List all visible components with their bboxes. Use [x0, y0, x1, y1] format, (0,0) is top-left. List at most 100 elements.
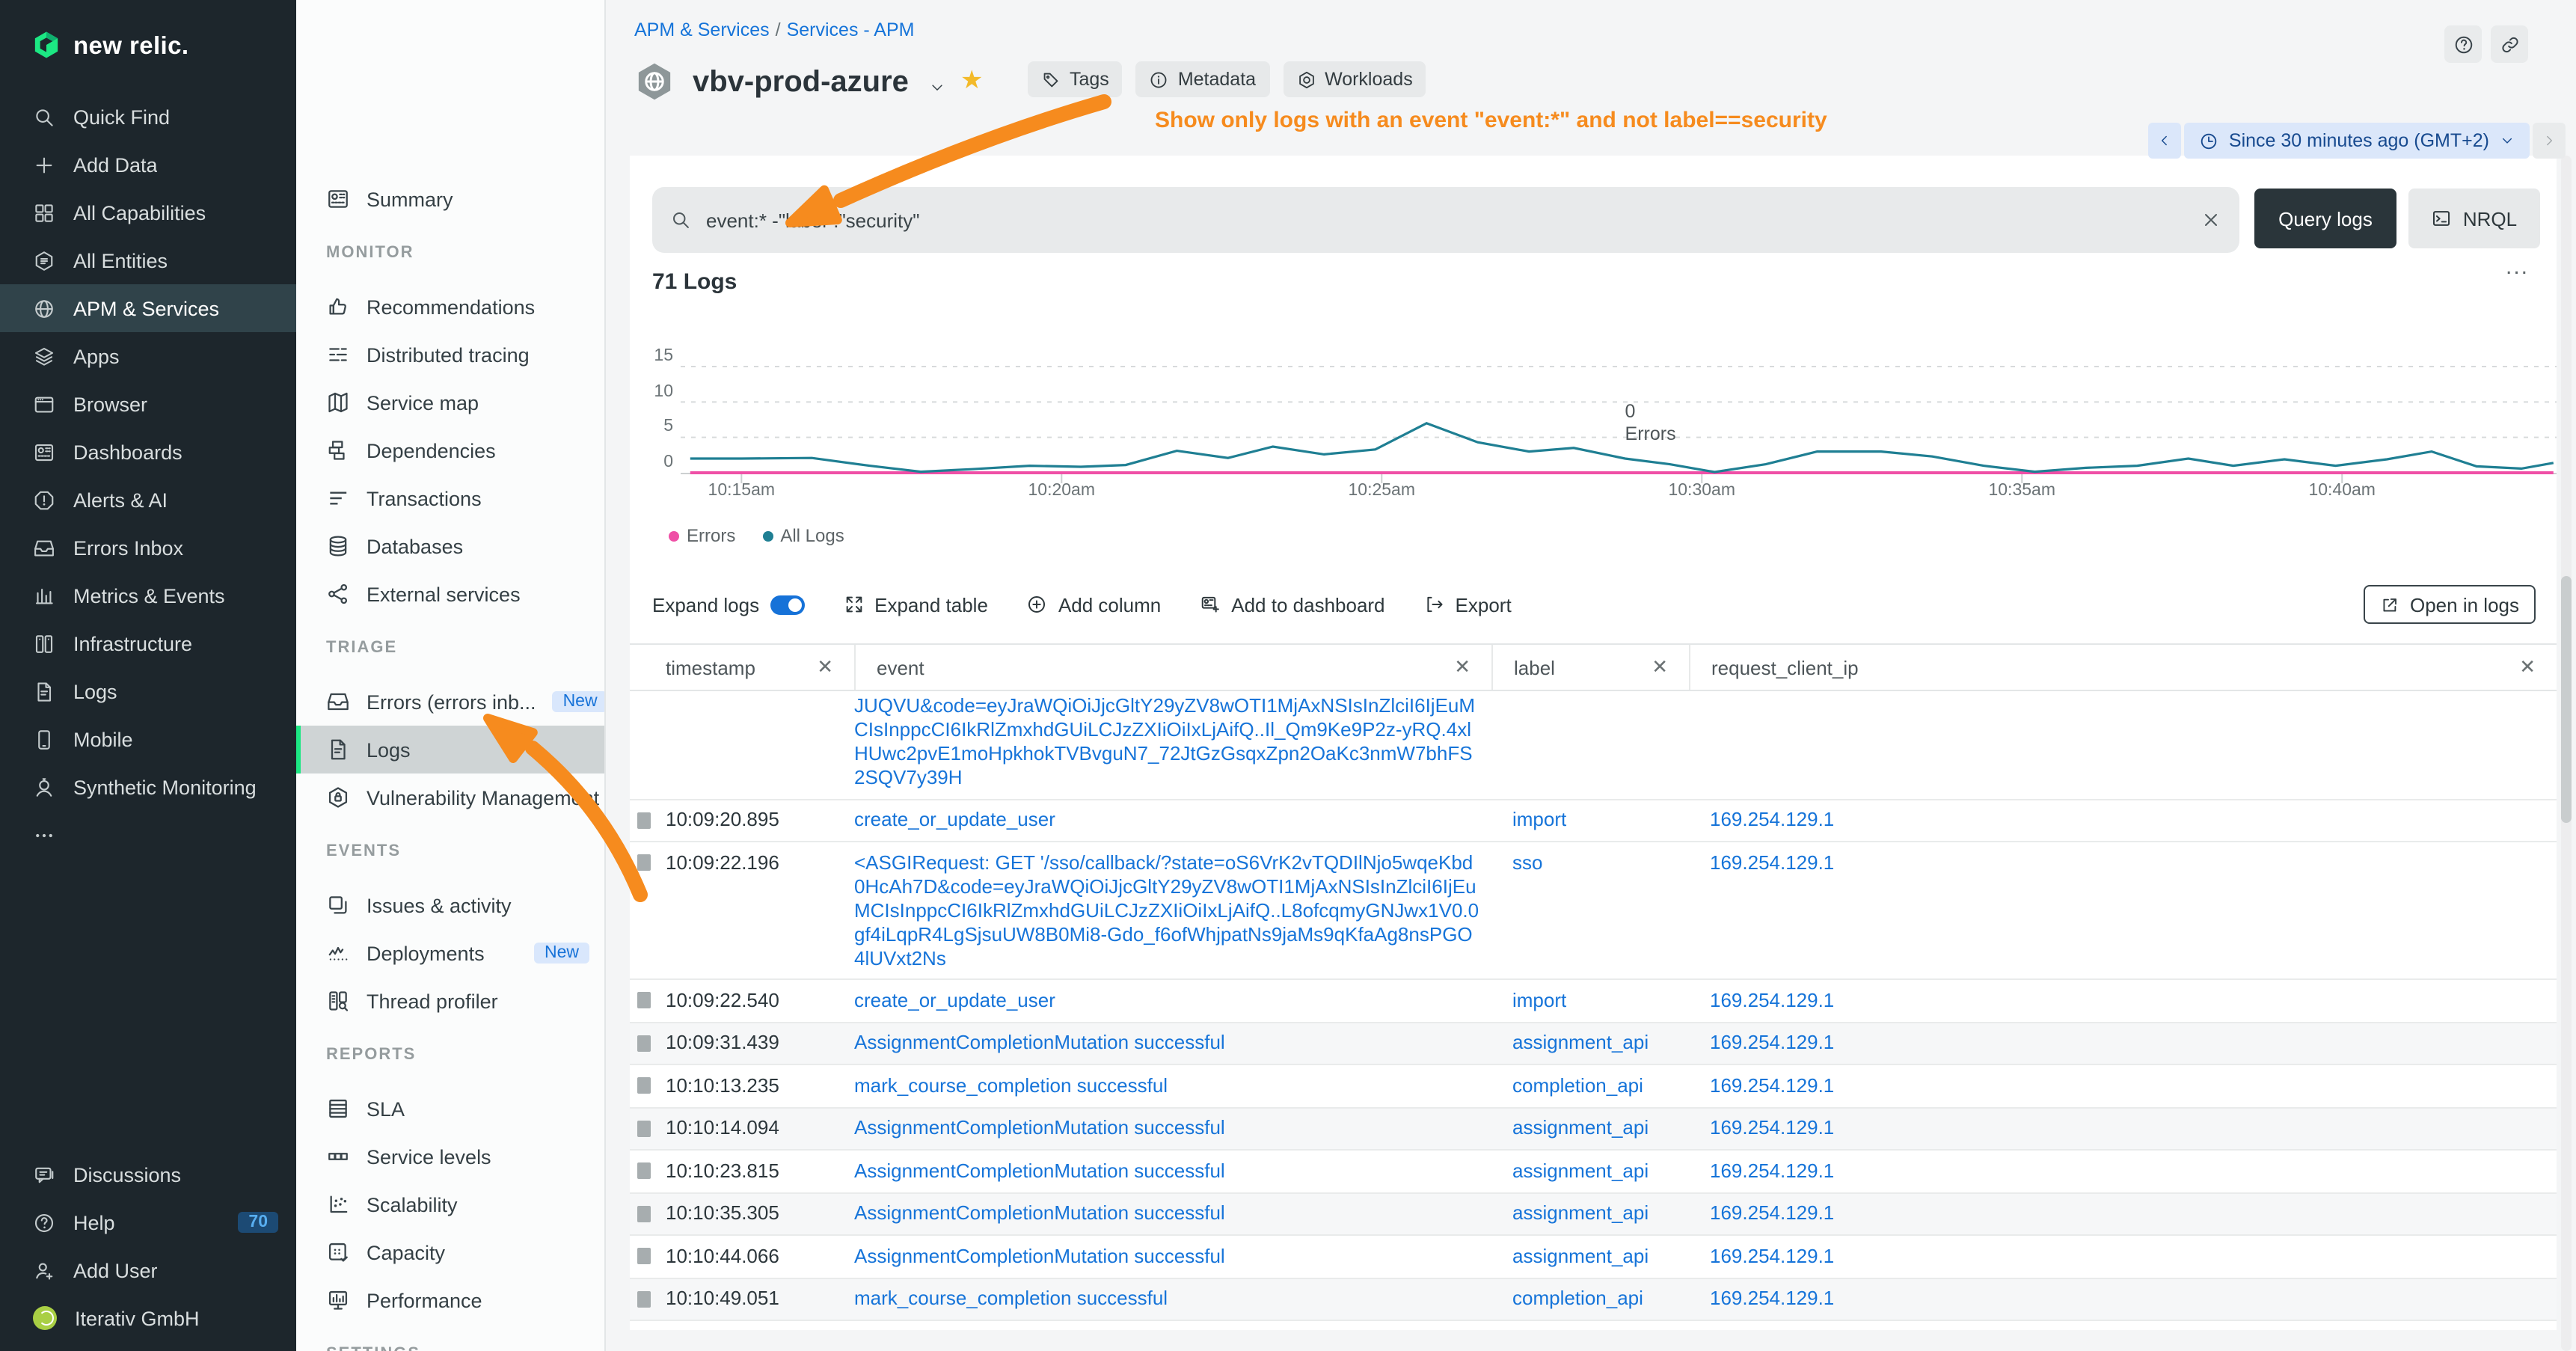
workloads-button[interactable]: Workloads [1283, 61, 1426, 97]
sidebar-item-add-data[interactable]: Add Data [0, 141, 296, 189]
search-input[interactable] [703, 207, 2189, 233]
ip-link[interactable]: 169.254.129.1 [1710, 1031, 1835, 1053]
sidebar-item-dots[interactable] [0, 811, 296, 859]
legend-errors[interactable]: Errors [669, 525, 735, 546]
sidebar-item-help[interactable]: Help 70 [0, 1198, 296, 1246]
subnav-item-logs[interactable]: Logs [296, 726, 604, 773]
query-logs-button[interactable]: Query logs [2254, 189, 2396, 248]
subnav-item-service-map[interactable]: Service map [296, 379, 604, 426]
table-row[interactable]: 10:10:49.051 mark_course_completion succe… [630, 1278, 2557, 1321]
subnav-item-deployments[interactable]: Deployments New [296, 929, 604, 977]
ip-link[interactable]: 169.254.129.1 [1710, 1116, 1835, 1139]
subnav-item-capacity[interactable]: Capacity [296, 1228, 604, 1276]
ip-link[interactable]: 169.254.129.1 [1710, 1244, 1835, 1266]
time-back-button[interactable] [2147, 123, 2181, 159]
event-link[interactable]: AssignmentCompletionMutation successful [854, 1031, 1225, 1053]
toggle-on-icon[interactable] [770, 595, 805, 614]
row-select-handle[interactable] [637, 1120, 651, 1136]
panel-menu-button[interactable]: ... [2506, 254, 2530, 280]
remove-column-icon[interactable]: ✕ [1454, 655, 1471, 678]
ip-link[interactable]: 169.254.129.1 [1710, 1073, 1835, 1096]
export-button[interactable]: Export [1424, 593, 1512, 616]
table-row[interactable]: 10:10:23.815 AssignmentCompletionMutation… [630, 1151, 2557, 1193]
row-select-handle[interactable] [637, 992, 651, 1008]
event-link[interactable]: mark_course_completion successful [854, 1073, 1168, 1096]
sidebar-item-mobile[interactable]: Mobile [0, 715, 296, 763]
table-row[interactable]: 10:11:00.311AssignmentCompletionMutation… [630, 1321, 2557, 1330]
entity-dropdown-chevron-icon[interactable] [929, 79, 945, 96]
ip-link[interactable]: 169.254.129.1 [1710, 988, 1835, 1011]
sidebar-item-synthetic-monitoring[interactable]: Synthetic Monitoring [0, 763, 296, 811]
sidebar-item-discussions[interactable]: Discussions [0, 1151, 296, 1198]
ip-link[interactable]: 169.254.129.1 [1710, 1287, 1835, 1309]
event-link[interactable]: create_or_update_user [854, 988, 1055, 1011]
column-timestamp[interactable]: timestamp [666, 656, 755, 678]
logs-chart[interactable] [681, 344, 2557, 494]
row-select-handle[interactable] [637, 1162, 651, 1179]
event-link[interactable]: create_or_update_user [854, 808, 1055, 830]
ip-link[interactable]: 169.254.129.1 [1710, 851, 1835, 873]
sidebar-item-infrastructure[interactable]: Infrastructure [0, 619, 296, 667]
sidebar-item-quick-find[interactable]: Quick Find [0, 93, 296, 141]
expand-logs-toggle[interactable]: Expand logs [652, 593, 805, 616]
ip-link[interactable]: 169.254.129.1 [1710, 1201, 1835, 1224]
row-select-handle[interactable] [637, 1248, 651, 1264]
tags-button[interactable]: Tags [1028, 61, 1123, 97]
event-link[interactable]: AssignmentCompletionMutation successful [854, 1159, 1225, 1181]
table-row[interactable]: 10:10:13.235 mark_course_completion succe… [630, 1065, 2557, 1108]
subnav-item-performance[interactable]: Performance [296, 1276, 604, 1324]
table-row[interactable]: 10:09:31.439 AssignmentCompletionMutation… [630, 1023, 2557, 1065]
subnav-item-errors-errors-inb[interactable]: Errors (errors inb... New [296, 678, 604, 726]
event-link[interactable]: <ASGIRequest: GET '/sso/callback/?state=… [854, 851, 1479, 969]
time-forward-button[interactable] [2533, 123, 2566, 159]
label-link[interactable]: import [1512, 808, 1567, 830]
legend-all-logs[interactable]: All Logs [762, 525, 844, 546]
event-link[interactable]: AssignmentCompletionMutation successful [854, 1329, 1225, 1330]
subnav-item-recommendations[interactable]: Recommendations [296, 283, 604, 331]
time-range-button[interactable]: Since 30 minutes ago (GMT+2) [2183, 123, 2530, 159]
permalink-button[interactable] [2491, 25, 2528, 63]
label-link[interactable]: sso [1512, 851, 1543, 873]
add-to-dashboard-button[interactable]: Add to dashboard [1200, 593, 1385, 616]
sidebar-item-browser[interactable]: Browser [0, 380, 296, 428]
sidebar-item-apm-services[interactable]: APM & Services [0, 284, 296, 332]
column-request-client-ip[interactable]: request_client_ip [1711, 656, 1859, 678]
column-label[interactable]: label [1514, 656, 1555, 678]
sidebar-item-dashboards[interactable]: Dashboards [0, 428, 296, 476]
subnav-item-distributed-tracing[interactable]: Distributed tracing [296, 331, 604, 379]
label-link[interactable]: assignment_api [1512, 1329, 1649, 1330]
add-column-button[interactable]: Add column [1027, 593, 1161, 616]
remove-column-icon[interactable]: ✕ [1652, 655, 1668, 678]
sidebar-item-apps[interactable]: Apps [0, 332, 296, 380]
subnav-item-scalability[interactable]: Scalability [296, 1180, 604, 1228]
sidebar-item-iterativ-gmbh[interactable]: Iterativ GmbH [0, 1294, 296, 1342]
remove-column-icon[interactable]: ✕ [817, 655, 833, 678]
label-link[interactable]: assignment_api [1512, 1116, 1649, 1139]
table-row[interactable]: 10:10:14.094 AssignmentCompletionMutation… [630, 1108, 2557, 1151]
subnav-item-issues-activity[interactable]: Issues & activity [296, 881, 604, 929]
event-link[interactable]: AssignmentCompletionMutation successful [854, 1244, 1225, 1266]
help-button[interactable] [2444, 25, 2482, 63]
event-link[interactable]: JUQVU&code=eyJraWQiOiJjcGltY29yZV8wOTI1M… [854, 694, 1476, 788]
label-link[interactable]: completion_api [1512, 1287, 1643, 1309]
table-row[interactable]: 10:09:22.196 <ASGIRequest: GET '/sso/call… [630, 842, 2557, 980]
row-select-handle[interactable] [637, 854, 651, 871]
table-row[interactable]: 10:10:35.305 AssignmentCompletionMutation… [630, 1193, 2557, 1236]
event-link[interactable]: AssignmentCompletionMutation successful [854, 1116, 1225, 1139]
sidebar-item-add-user[interactable]: Add User [0, 1246, 296, 1294]
new-relic-logo[interactable]: new relic. [0, 0, 296, 72]
breadcrumb-services-apm[interactable]: Services - APM [786, 19, 915, 40]
clear-search-icon[interactable] [2201, 209, 2221, 230]
row-select-handle[interactable] [637, 1205, 651, 1222]
table-row[interactable]: 10:09:20.895 create_or_update_user import 1… [630, 800, 2557, 842]
subnav-item-summary[interactable]: Summary [296, 175, 604, 223]
vertical-scrollbar[interactable] [2561, 156, 2572, 1351]
ip-link[interactable]: 169.254.129.1 [1710, 1159, 1835, 1181]
label-link[interactable]: assignment_api [1512, 1031, 1649, 1053]
column-event[interactable]: event [877, 656, 924, 678]
table-row[interactable]: 10:09:22.540 create_or_update_user import 1… [630, 980, 2557, 1023]
sidebar-item-all-capabilities[interactable]: All Capabilities [0, 189, 296, 236]
subnav-item-vulnerability-management[interactable]: Vulnerability Management [296, 773, 604, 821]
subnav-item-thread-profiler[interactable]: Thread profiler [296, 977, 604, 1025]
ip-link[interactable]: 169.254.129.1 [1710, 808, 1835, 830]
